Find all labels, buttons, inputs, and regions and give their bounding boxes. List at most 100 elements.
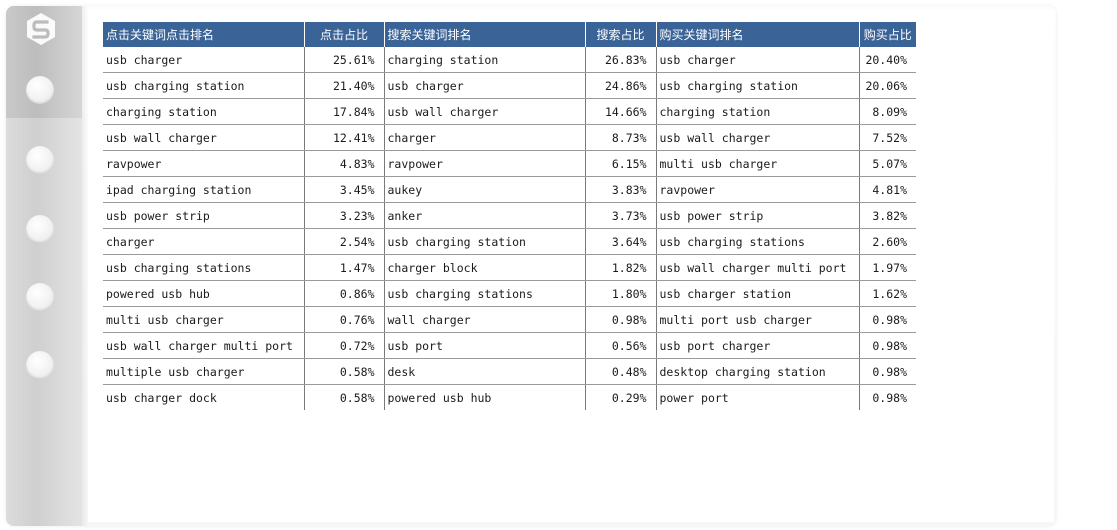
search-share-cell: 6.15% bbox=[585, 150, 657, 177]
purchase-keyword-cell: multi port usb charger bbox=[656, 306, 860, 333]
search-share-cell: 24.86% bbox=[585, 72, 657, 99]
purchase-keyword-cell: multi usb charger bbox=[656, 150, 860, 177]
click-keyword-cell: usb charger dock bbox=[103, 384, 305, 410]
click-keyword-cell: multiple usb charger bbox=[103, 358, 305, 385]
purchase-share-cell: 20.06% bbox=[859, 72, 916, 99]
table-row: usb charger 25.61% charging station 26.83% u… bbox=[103, 47, 916, 73]
search-keyword-cell: usb charging stations bbox=[384, 280, 586, 307]
purchase-share-cell: 3.82% bbox=[859, 202, 916, 229]
search-keyword-cell: usb wall charger bbox=[384, 98, 586, 125]
search-share-cell: 0.29% bbox=[585, 384, 657, 410]
search-share-cell: 3.83% bbox=[585, 176, 657, 203]
purchase-keyword-cell: charging station bbox=[656, 98, 860, 125]
click-keyword-cell: charging station bbox=[103, 98, 305, 125]
purchase-share-cell: 20.40% bbox=[859, 47, 916, 73]
purchase-share-cell: 2.60% bbox=[859, 228, 916, 255]
purchase-keyword-cell: usb wall charger bbox=[656, 124, 860, 151]
click-keyword-cell: usb wall charger multi port bbox=[103, 332, 305, 359]
purchase-share-cell: 0.98% bbox=[872, 390, 907, 405]
purchase-share-cell: 7.52% bbox=[859, 124, 916, 151]
search-keyword-cell: usb port bbox=[384, 332, 586, 359]
table-row: ravpower 4.83% ravpower 6.15% multi usb char… bbox=[103, 150, 916, 177]
col-header-purchase-keyword: 购买关键词排名 bbox=[656, 22, 860, 47]
table-row: usb charging stations 1.47% charger block 1… bbox=[103, 254, 916, 281]
s-logo-icon[interactable] bbox=[24, 12, 58, 46]
click-keyword-cell: usb power strip bbox=[103, 202, 305, 229]
keyword-ranking-table: 点击关键词点击排名 点击占比 搜索关键词排名 搜索占比 购买关键词排名 购买占比… bbox=[103, 22, 916, 410]
search-keyword-cell: charger block bbox=[384, 254, 586, 281]
search-keyword-cell: desk bbox=[384, 358, 586, 385]
click-share-cell: 17.84% bbox=[304, 98, 385, 125]
search-keyword-cell: usb charging station bbox=[384, 228, 586, 255]
click-keyword-cell: usb wall charger bbox=[103, 124, 305, 151]
click-keyword-cell: usb charging station bbox=[103, 72, 305, 99]
click-share-cell: 25.61% bbox=[304, 47, 385, 73]
click-share-cell: 3.23% bbox=[304, 202, 385, 229]
search-share-cell: 1.80% bbox=[585, 280, 657, 307]
purchase-keyword-cell: ravpower bbox=[656, 176, 860, 203]
table-row: usb wall charger 12.41% charger 8.73% usb wa… bbox=[103, 124, 916, 151]
click-share-cell: 0.76% bbox=[304, 306, 385, 333]
click-share-cell: 0.58% bbox=[304, 358, 385, 385]
table-row: multi usb charger 0.76% wall charger 0.98% m… bbox=[103, 306, 916, 333]
search-keyword-cell: wall charger bbox=[384, 306, 586, 333]
purchase-keyword-cell: usb charger bbox=[656, 47, 860, 73]
purchase-keyword-cell: usb port charger bbox=[656, 332, 860, 359]
search-share-cell: 3.73% bbox=[585, 202, 657, 229]
table-row: usb charger dock 0.58% powered usb hub 0.29… bbox=[103, 384, 916, 410]
click-share-cell: 21.40% bbox=[304, 72, 385, 99]
search-keyword-cell: ravpower bbox=[384, 150, 586, 177]
purchase-keyword-cell: usb charger station bbox=[656, 280, 860, 307]
search-share-cell: 14.66% bbox=[585, 98, 657, 125]
nav-dot-icon[interactable] bbox=[26, 283, 54, 311]
search-keyword-cell: charging station bbox=[384, 47, 586, 73]
search-keyword-cell: usb charger bbox=[384, 72, 586, 99]
purchase-keyword-cell: power port bbox=[656, 384, 860, 410]
click-share-cell: 12.41% bbox=[304, 124, 385, 151]
search-share-cell: 0.48% bbox=[585, 358, 657, 385]
click-share-cell: 2.54% bbox=[304, 228, 385, 255]
purchase-share-cell: 0.98% bbox=[859, 358, 916, 385]
search-keyword-cell: anker bbox=[384, 202, 586, 229]
table-row: charging station 17.84% usb wall charger 14… bbox=[103, 98, 916, 125]
nav-dot-icon[interactable] bbox=[26, 351, 54, 379]
table-row: powered usb hub 0.86% usb charging station… bbox=[103, 280, 916, 307]
purchase-share-cell: 1.62% bbox=[859, 280, 916, 307]
col-header-click-share: 点击占比 bbox=[304, 22, 385, 47]
col-header-search-share: 搜索占比 bbox=[585, 22, 657, 47]
search-share-cell: 3.64% bbox=[585, 228, 657, 255]
search-share-cell: 0.56% bbox=[585, 332, 657, 359]
click-keyword-cell: usb charging stations bbox=[103, 254, 305, 281]
table-row: multiple usb charger 0.58% desk 0.48% deskto… bbox=[103, 358, 916, 385]
search-keyword-cell: aukey bbox=[384, 176, 586, 203]
purchase-share-cell: 4.81% bbox=[859, 176, 916, 203]
table-header-row: 点击关键词点击排名 点击占比 搜索关键词排名 搜索占比 购买关键词排名 购买占比 bbox=[103, 22, 916, 47]
purchase-keyword-cell: usb wall charger multi port bbox=[656, 254, 860, 281]
purchase-keyword-cell: desktop charging station bbox=[656, 358, 860, 385]
purchase-keyword-cell: usb charging stations bbox=[656, 228, 860, 255]
search-keyword-cell: charger bbox=[384, 124, 586, 151]
purchase-share-cell: 8.09% bbox=[859, 98, 916, 125]
nav-dot-icon[interactable] bbox=[26, 215, 54, 243]
search-share-cell: 0.98% bbox=[585, 306, 657, 333]
click-share-cell: 0.86% bbox=[304, 280, 385, 307]
click-share-cell: 4.83% bbox=[304, 150, 385, 177]
table-row: ipad charging station 3.45% aukey 3.83% ravp… bbox=[103, 176, 916, 203]
click-share-cell: 1.47% bbox=[304, 254, 385, 281]
search-keyword-cell: powered usb hub bbox=[384, 384, 586, 410]
search-share-cell: 1.82% bbox=[585, 254, 657, 281]
click-keyword-cell: usb charger bbox=[103, 47, 305, 73]
purchase-share-cell: 5.07% bbox=[859, 150, 916, 177]
click-keyword-cell: charger bbox=[103, 228, 305, 255]
col-header-search-keyword: 搜索关键词排名 bbox=[384, 22, 586, 47]
nav-dot-icon[interactable] bbox=[26, 76, 54, 104]
click-keyword-cell: powered usb hub bbox=[103, 280, 305, 307]
table-row: charger 2.54% usb charging station 3.64% usb… bbox=[103, 228, 916, 255]
purchase-keyword-cell: usb charging station bbox=[656, 72, 860, 99]
purchase-keyword-cell: usb power strip bbox=[656, 202, 860, 229]
click-keyword-cell: ipad charging station bbox=[103, 176, 305, 203]
nav-dot-icon[interactable] bbox=[26, 146, 54, 174]
sidebar bbox=[6, 6, 82, 526]
search-share-cell: 26.83% bbox=[585, 47, 657, 73]
sidebar-shadow bbox=[82, 6, 88, 526]
